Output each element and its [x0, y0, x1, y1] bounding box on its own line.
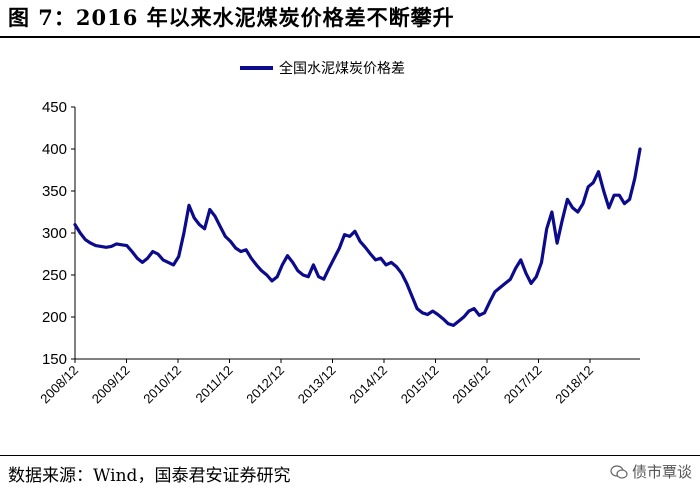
x-tick-label: 2012/12: [243, 363, 287, 407]
footer-rule: [0, 455, 700, 456]
x-tick-label: 2016/12: [449, 363, 493, 407]
x-tick-label: 2008/12: [37, 363, 81, 407]
watermark-text: 债市覃谈: [631, 463, 692, 481]
x-tick-label: 2017/12: [501, 363, 545, 407]
y-tick-label: 150: [42, 351, 67, 368]
x-tick-label: 2014/12: [346, 363, 390, 407]
y-tick-label: 200: [42, 309, 67, 326]
chart-legend: 全国水泥煤炭价格差: [240, 60, 405, 77]
y-tick-label: 350: [42, 183, 67, 200]
y-axis-ticks: 150 200 250 300 350 400 450: [42, 99, 75, 368]
x-axis-ticks: 2008/12 2009/12 2010/12 2011/12 2012/12 2013/…: [37, 359, 596, 406]
figure-title: 图 7：2016 年以来水泥煤炭价格差不断攀升: [8, 5, 455, 30]
wechat-icon: [610, 464, 628, 479]
y-tick-label: 450: [42, 99, 67, 116]
x-tick-label: 2011/12: [192, 363, 235, 406]
title-rule: [0, 36, 700, 38]
y-tick-label: 400: [42, 141, 67, 158]
source-note: 数据来源：Wind，国泰君安证券研究: [8, 466, 291, 486]
series-layer: [73, 147, 642, 327]
x-tick-label: 2018/12: [552, 363, 596, 407]
y-tick-label: 300: [42, 225, 67, 242]
x-tick-label: 2015/12: [398, 363, 442, 407]
y-tick-label: 250: [42, 267, 67, 284]
watermark: 债市覃谈: [610, 461, 692, 482]
legend-label: 全国水泥煤炭价格差: [279, 60, 405, 77]
x-tick-label: 2013/12: [295, 363, 339, 407]
x-tick-label: 2010/12: [140, 363, 184, 407]
x-tick-label: 2009/12: [89, 363, 133, 407]
series-line-0: [73, 147, 642, 327]
